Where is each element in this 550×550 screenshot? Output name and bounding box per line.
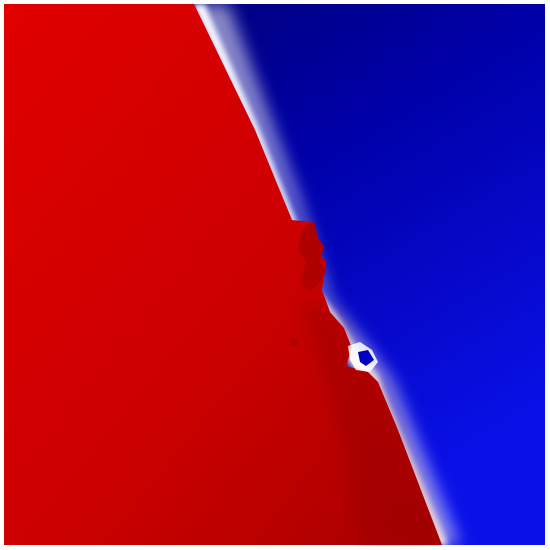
- boundary-artifact-dot: [290, 338, 298, 346]
- region-red: [4, 4, 442, 545]
- boundary-artifact-upper: [298, 222, 326, 292]
- boundary-artifact-blue-spot: [358, 350, 374, 366]
- region-red-shade: [300, 300, 442, 545]
